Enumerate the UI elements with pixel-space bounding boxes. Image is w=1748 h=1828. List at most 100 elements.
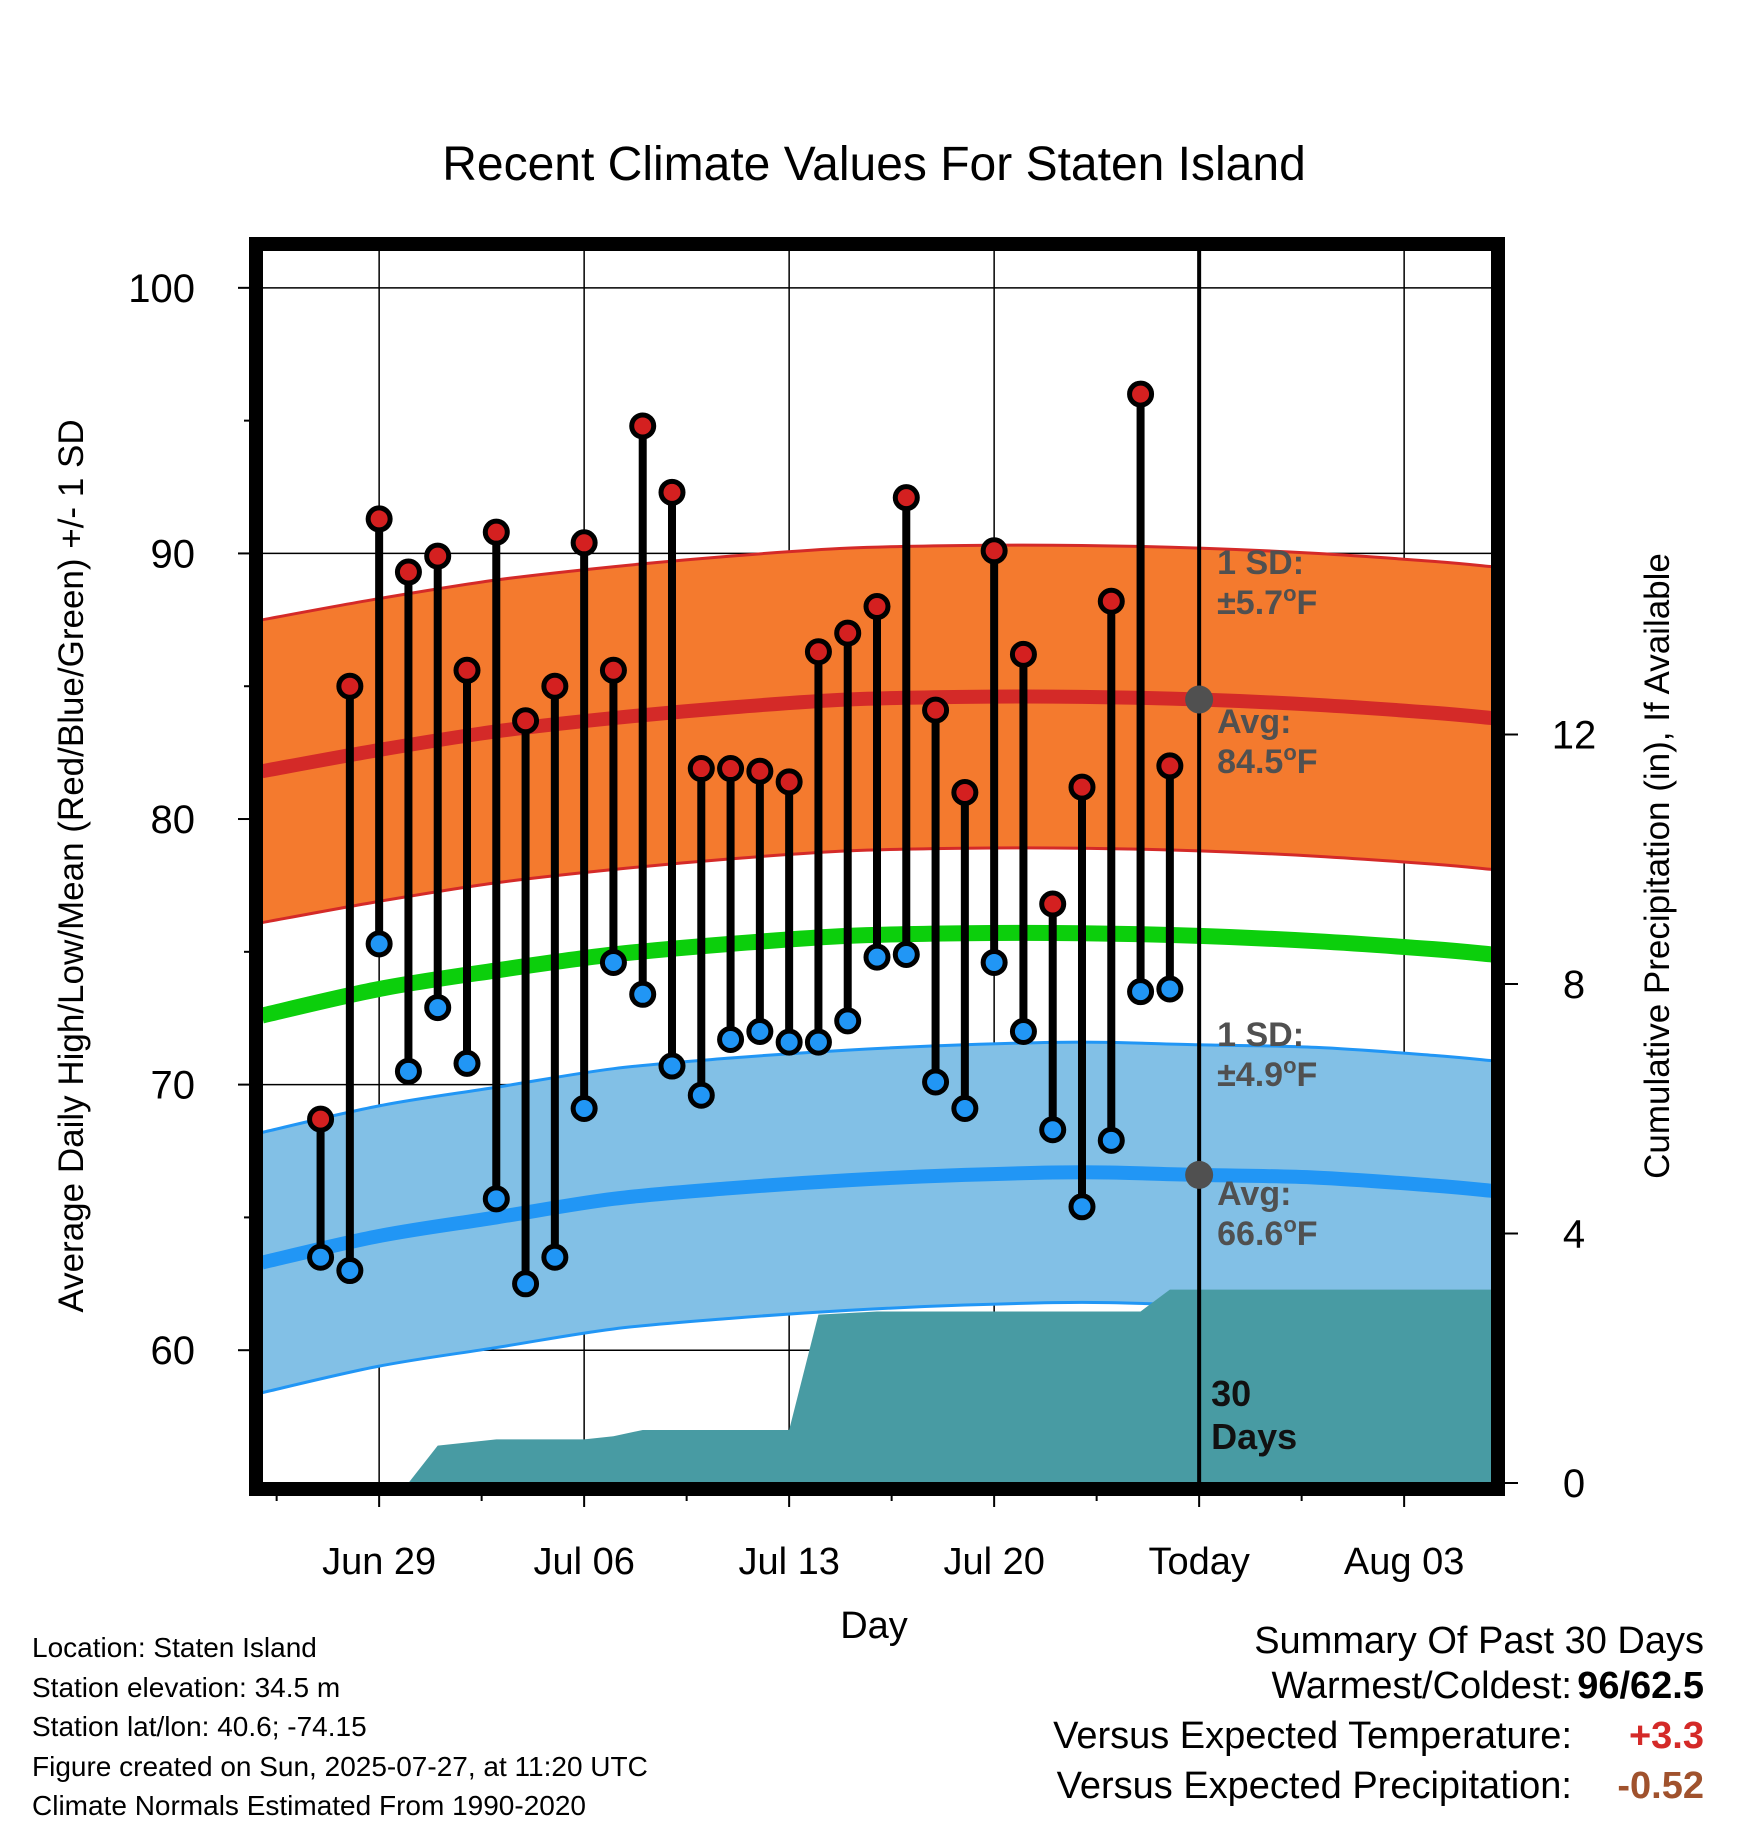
high-avg-value-unit: F [1297,743,1318,781]
x-tick-label: Jul 20 [943,1541,1044,1583]
latlon-text: Station lat/lon: 40.6; -74.15 [32,1711,367,1742]
y-right-tick-label: 0 [1563,1462,1585,1506]
daily-high-point [1039,890,1067,918]
high-sd-label: 1 SD: [1217,544,1304,582]
created-text: Figure created on Sun, 2025-07-27, at 11… [32,1750,648,1782]
today-high-normal-dot [1185,685,1214,714]
low-avg-value-unit: F [1297,1215,1318,1253]
daily-high-point [541,672,569,700]
chart-title: Recent Climate Values For Staten Island [442,138,1306,191]
daily-low-point [980,948,1008,976]
low-sd-value-number: ±4.9 [1217,1056,1283,1094]
high-sd-value: ±5.7oF [1217,581,1317,622]
daily-low-point [775,1028,803,1056]
daily-high-point [570,529,598,557]
y-tick-label: 80 [151,798,196,842]
location-text: Location: Staten Island [32,1632,317,1663]
y-right-tick-label: 8 [1563,963,1585,1007]
y-tick-label: 60 [151,1329,196,1373]
daily-high-point [834,619,862,647]
y-tick-label: 100 [128,267,195,311]
high-sd-value-degree: o [1283,581,1296,606]
high-band-lower-edge [262,846,1492,925]
today-window-label-line: Days [1211,1416,1297,1457]
today-window-label-line: 30 [1211,1373,1251,1414]
y-tick-label: 70 [151,1064,196,1108]
daily-low-point [307,1243,335,1271]
daily-high-point [424,542,452,570]
daily-low-point [746,1017,774,1045]
daily-high-point [746,757,774,785]
y-tick-label: 90 [151,532,196,576]
warmest-value: 96 [1577,1665,1620,1707]
low-avg-value-number: 66.6 [1217,1215,1283,1253]
high-avg-value-number: 84.5 [1217,743,1283,781]
warmest-coldest-label: Warmest/Coldest: [1271,1665,1572,1707]
daily-high-point [687,755,715,783]
daily-low-point [394,1057,422,1085]
daily-high-point [599,656,627,684]
x-tick-label: Jul 06 [533,1541,634,1583]
x-tick-label: Jul 13 [738,1541,839,1583]
daily-high-point [980,537,1008,565]
daily-high-point [394,558,422,586]
daily-low-point [424,994,452,1022]
daily-low-point [804,1028,832,1056]
daily-high-point [307,1105,335,1133]
daily-high-point [1068,773,1096,801]
daily-low-point [1156,975,1184,1003]
low-normal-line [262,1165,1492,1270]
high-sd-value-number: ±5.7 [1217,584,1283,622]
warmest-coldest-value: 96/62.5 [1577,1665,1704,1708]
value-separator: / [1619,1665,1631,1707]
daily-high-point [1127,380,1155,408]
daily-low-point [629,980,657,1008]
x-axis-label: Day [840,1605,908,1647]
daily-low-point [922,1068,950,1096]
high-normal-line [262,689,1492,779]
temp-departure-row: Versus Expected Temperature: +3.3 [904,1713,1704,1763]
daily-high-point [658,478,686,506]
daily-low-point [1039,1116,1067,1144]
low-sd-label: 1 SD: [1217,1016,1304,1054]
daily-low-point [863,943,891,971]
high-sd-value-unit: F [1297,584,1318,622]
low-band-upper-edge [262,1040,1492,1134]
daily-low-point [892,940,920,968]
daily-high-point [775,768,803,796]
temp-departure-label: Versus Expected Temperature: [1053,1715,1572,1757]
daily-high-point [365,505,393,533]
y-axis-label: Average Daily High/Low/Mean (Red/Blue/Gr… [52,419,91,1312]
daily-low-point [717,1025,745,1053]
daily-high-point [804,638,832,666]
high-avg-value-degree: o [1283,740,1296,765]
daily-range-bars [307,380,1184,1298]
daily-high-point [629,412,657,440]
precipitation-cumulative-area [262,1289,1492,1483]
axes: 100 90 80 70 60 12 8 4 0 Jun 29 Jul 06 Jul 13 Jul 20… [128,267,1596,1583]
daily-low-point [365,930,393,958]
low-band [262,1042,1492,1393]
low-avg-value-degree: o [1283,1212,1296,1237]
mean-normal-line [262,924,1492,1024]
daily-high-point [922,696,950,724]
today-low-normal-dot [1185,1160,1214,1189]
daily-high-point [336,672,364,700]
daily-high-point [453,656,481,684]
daily-low-point [512,1270,540,1298]
daily-low-point [1009,1017,1037,1045]
x-tick-label: Today [1148,1541,1249,1583]
daily-high-point [717,755,745,783]
elevation-text: Station elevation: 34.5 m [32,1671,341,1703]
daily-high-point [951,778,979,806]
summary-title: Summary Of Past 30 Days [1254,1620,1704,1662]
daily-high-point [1156,752,1184,780]
daily-high-point [482,518,510,546]
y-right-tick-label: 4 [1563,1213,1585,1257]
daily-low-point [482,1185,510,1213]
warmest-coldest-row: Warmest/Coldest: 96/62.5 [904,1663,1704,1713]
today-marker: 30 Days [1185,248,1297,1483]
daily-low-point [599,948,627,976]
